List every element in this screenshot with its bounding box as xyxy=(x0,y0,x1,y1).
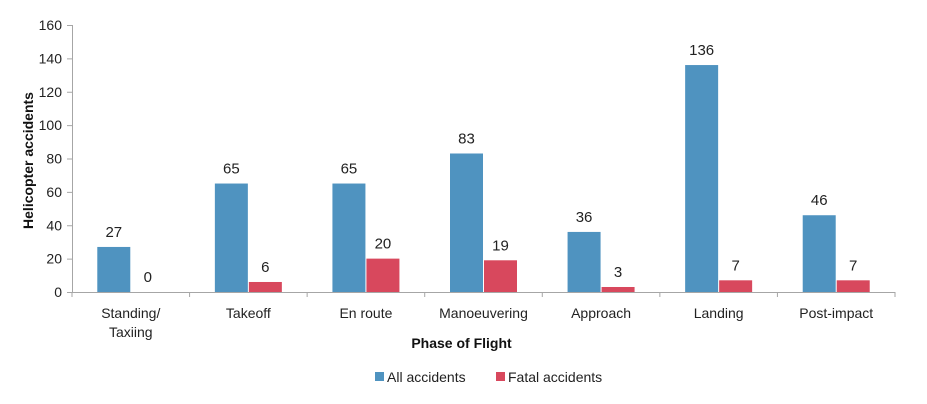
x-axis-categories: Standing/Taxiing Takeoff En route Manoeuver… xyxy=(101,305,873,340)
x-category-label: Takeoff xyxy=(226,305,271,321)
x-category-label: En route xyxy=(339,305,392,321)
data-label: 83 xyxy=(458,130,475,147)
y-tick-label: 80 xyxy=(46,151,62,167)
x-category-label: Standing/Taxiing xyxy=(101,305,160,340)
data-label: 7 xyxy=(731,257,739,274)
bar-fatal xyxy=(366,258,400,292)
data-label: 27 xyxy=(105,224,122,241)
bar-fatal xyxy=(248,281,282,292)
legend-label: Fatal accidents xyxy=(508,369,602,385)
x-category-label: Landing xyxy=(694,305,744,321)
legend-label: All accidents xyxy=(387,369,466,385)
x-category-label: Manoeuvering xyxy=(439,305,528,321)
bar-all xyxy=(802,215,836,292)
data-label: 19 xyxy=(492,237,509,254)
bars-group xyxy=(97,65,870,292)
data-label: 20 xyxy=(375,236,392,253)
data-label: 65 xyxy=(341,161,358,178)
legend: All accidents Fatal accidents xyxy=(375,369,602,385)
x-category-label: Approach xyxy=(571,305,631,321)
y-tick-label: 140 xyxy=(39,50,63,66)
data-label: 136 xyxy=(689,42,714,59)
bar-all xyxy=(332,183,366,292)
data-label: 46 xyxy=(811,192,828,209)
bar-all xyxy=(567,231,601,292)
bar-all xyxy=(450,153,483,292)
y-tick-label: 120 xyxy=(39,84,63,100)
legend-swatch xyxy=(375,372,384,381)
data-label: 0 xyxy=(144,269,152,286)
legend-swatch xyxy=(496,372,505,381)
y-tick-label: 60 xyxy=(46,184,62,200)
data-label: 3 xyxy=(614,264,622,281)
y-tick-label: 40 xyxy=(46,217,62,233)
data-label: 6 xyxy=(261,259,269,276)
data-labels-group: 27 65 65 83 36 136 46 0 6 20 19 3 7 7 xyxy=(105,42,857,286)
y-axis-title: Helicopter accidents xyxy=(20,92,36,229)
data-label: 65 xyxy=(223,161,240,178)
x-category-label: Post-impact xyxy=(799,305,873,321)
y-tick-label: 0 xyxy=(54,284,62,300)
bar-all xyxy=(214,183,248,292)
y-tick-label: 20 xyxy=(46,251,62,267)
bar-fatal xyxy=(836,280,870,292)
y-tick-label: 100 xyxy=(39,117,63,133)
bar-fatal xyxy=(484,260,517,292)
bar-all xyxy=(685,65,719,292)
bar-all xyxy=(97,246,131,292)
bar-fatal xyxy=(719,280,753,292)
bar-fatal xyxy=(601,286,635,292)
data-label: 7 xyxy=(849,257,857,274)
data-label: 36 xyxy=(576,209,593,226)
x-axis-title: Phase of Flight xyxy=(411,335,512,351)
y-tick-label: 160 xyxy=(39,17,63,33)
